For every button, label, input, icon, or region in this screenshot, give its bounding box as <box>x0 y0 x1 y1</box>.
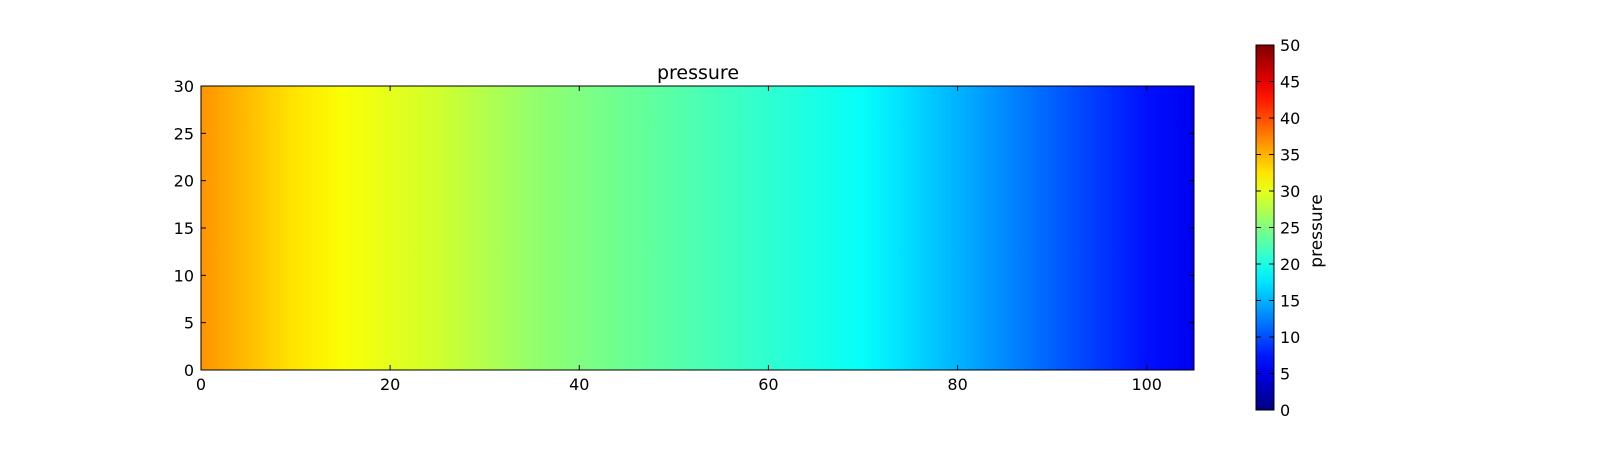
y-tick-label: 30 <box>174 77 194 96</box>
chart-title: pressure <box>657 62 739 84</box>
x-tick-label: 40 <box>569 375 589 394</box>
x-tick-label: 100 <box>1131 375 1162 394</box>
colorbar-axis: 0 5 10 15 20 25 30 35 40 45 50 <box>1256 36 1300 420</box>
colorbar-gradient <box>1256 45 1274 410</box>
colorbar: 0 5 10 15 20 25 30 35 40 45 50 pressure <box>1255 36 1327 420</box>
x-tick-label: 60 <box>758 375 778 394</box>
y-tick-label: 25 <box>174 124 194 143</box>
colorbar-tick-label: 40 <box>1280 109 1300 128</box>
x-tick-label: 0 <box>196 375 206 394</box>
x-tick-label: 20 <box>380 375 400 394</box>
y-tick-label: 20 <box>174 172 194 191</box>
plot-area: 0 20 40 60 80 100 0 5 10 15 20 25 30 <box>174 77 1195 394</box>
y-tick-label: 15 <box>174 219 194 238</box>
colorbar-label: pressure <box>1307 194 1327 267</box>
y-tick-label: 10 <box>174 266 194 285</box>
colorbar-tick-label: 35 <box>1280 146 1300 165</box>
x-tick-label: 80 <box>947 375 967 394</box>
y-tick-label: 5 <box>184 314 194 333</box>
colorbar-tick-label: 25 <box>1280 219 1300 238</box>
colorbar-tick-label: 10 <box>1280 328 1300 347</box>
colorbar-tick-label: 50 <box>1280 36 1300 55</box>
pressure-field <box>201 86 1194 370</box>
colorbar-tick-label: 30 <box>1280 182 1300 201</box>
y-tick-label: 0 <box>184 361 194 380</box>
colorbar-tick-label: 5 <box>1280 365 1290 384</box>
x-axis: 0 20 40 60 80 100 <box>196 86 1162 394</box>
colorbar-tick-label: 45 <box>1280 73 1300 92</box>
colorbar-tick-label: 0 <box>1280 401 1290 420</box>
y-axis: 0 5 10 15 20 25 30 <box>174 77 1194 380</box>
colorbar-tick-label: 20 <box>1280 255 1300 274</box>
colorbar-tick-label: 15 <box>1280 292 1300 311</box>
